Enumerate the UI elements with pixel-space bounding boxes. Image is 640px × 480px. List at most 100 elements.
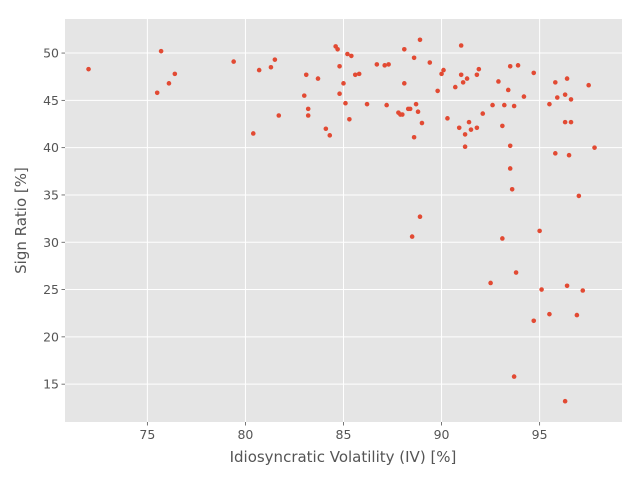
data-point xyxy=(158,48,164,54)
data-point xyxy=(490,102,495,108)
data-point xyxy=(315,76,321,81)
x-tick-label: 75 xyxy=(139,427,155,442)
data-point xyxy=(407,106,413,112)
x-tick-label: 95 xyxy=(532,427,548,442)
y-tick-label: 30 xyxy=(43,235,59,250)
data-point xyxy=(435,88,440,94)
y-tick-label: 40 xyxy=(43,140,59,155)
data-point xyxy=(574,312,580,318)
data-point xyxy=(441,67,446,73)
data-point xyxy=(531,70,537,76)
data-point xyxy=(521,94,527,99)
data-point xyxy=(256,67,262,73)
y-tick-label: 45 xyxy=(43,93,59,108)
data-point xyxy=(553,80,558,85)
data-point xyxy=(509,186,515,192)
data-point xyxy=(86,66,91,72)
data-point xyxy=(154,90,160,96)
grid-lines xyxy=(65,19,622,422)
data-point xyxy=(566,152,572,158)
data-point xyxy=(323,126,329,132)
data-point xyxy=(553,151,558,156)
data-point xyxy=(337,64,342,69)
data-point xyxy=(411,134,417,140)
data-point xyxy=(411,55,417,61)
y-tick-label: 50 xyxy=(43,46,59,61)
y-tick-label: 35 xyxy=(43,187,59,202)
y-axis-label: Sign Ratio [%] xyxy=(12,167,30,274)
data-point xyxy=(547,101,552,107)
data-point xyxy=(507,64,513,69)
data-point xyxy=(511,374,517,379)
data-points xyxy=(86,37,597,404)
data-point xyxy=(347,116,352,122)
data-point xyxy=(564,76,570,81)
data-point xyxy=(554,95,560,100)
data-point xyxy=(468,127,474,132)
data-point xyxy=(402,81,407,86)
data-point xyxy=(505,87,511,93)
data-point xyxy=(580,288,586,293)
y-tick-label: 25 xyxy=(43,282,59,297)
data-point xyxy=(402,46,407,52)
data-point xyxy=(476,66,482,72)
data-point xyxy=(464,76,470,81)
data-point xyxy=(374,62,380,67)
data-point xyxy=(568,119,574,125)
data-point xyxy=(458,72,464,78)
data-point xyxy=(364,101,370,107)
data-point xyxy=(382,63,387,68)
data-point xyxy=(562,119,568,125)
tick-marks xyxy=(61,52,541,426)
data-point xyxy=(172,71,178,77)
data-point xyxy=(576,193,582,199)
data-point xyxy=(586,82,591,88)
data-point xyxy=(474,125,480,131)
data-point xyxy=(513,270,519,275)
data-point xyxy=(415,109,421,115)
data-point xyxy=(276,113,282,118)
data-point xyxy=(400,112,405,117)
data-point xyxy=(539,287,544,292)
data-point xyxy=(301,93,307,98)
data-point xyxy=(502,102,507,108)
data-point xyxy=(384,102,389,108)
data-point xyxy=(352,72,358,78)
data-point xyxy=(515,63,521,68)
data-point xyxy=(166,81,172,86)
data-point xyxy=(413,101,419,107)
data-point xyxy=(466,119,472,125)
data-point xyxy=(531,318,537,324)
data-point xyxy=(452,84,458,90)
data-point xyxy=(500,236,505,241)
data-point xyxy=(417,214,423,220)
x-tick-label: 85 xyxy=(336,427,352,442)
data-point xyxy=(337,91,342,97)
data-point xyxy=(474,72,480,78)
data-point xyxy=(562,398,568,404)
data-point xyxy=(417,37,423,43)
data-point xyxy=(268,64,274,70)
data-point xyxy=(327,133,333,138)
x-tick-label: 90 xyxy=(434,427,450,442)
data-point xyxy=(507,143,513,149)
data-point xyxy=(409,234,415,239)
data-point xyxy=(419,120,425,126)
data-point xyxy=(507,166,513,171)
data-point xyxy=(462,144,468,150)
data-point xyxy=(343,100,348,106)
data-point xyxy=(480,111,486,116)
data-point xyxy=(231,59,236,64)
data-point xyxy=(335,46,340,52)
data-point xyxy=(568,97,574,102)
x-axis-label: Idiosyncratic Volatility (IV) [%] xyxy=(230,448,457,466)
data-point xyxy=(462,132,468,137)
data-point xyxy=(303,72,309,78)
data-point xyxy=(511,103,517,109)
y-tick-label: 20 xyxy=(43,329,59,344)
data-point xyxy=(488,280,493,286)
data-point xyxy=(345,51,350,57)
data-point xyxy=(445,116,450,121)
